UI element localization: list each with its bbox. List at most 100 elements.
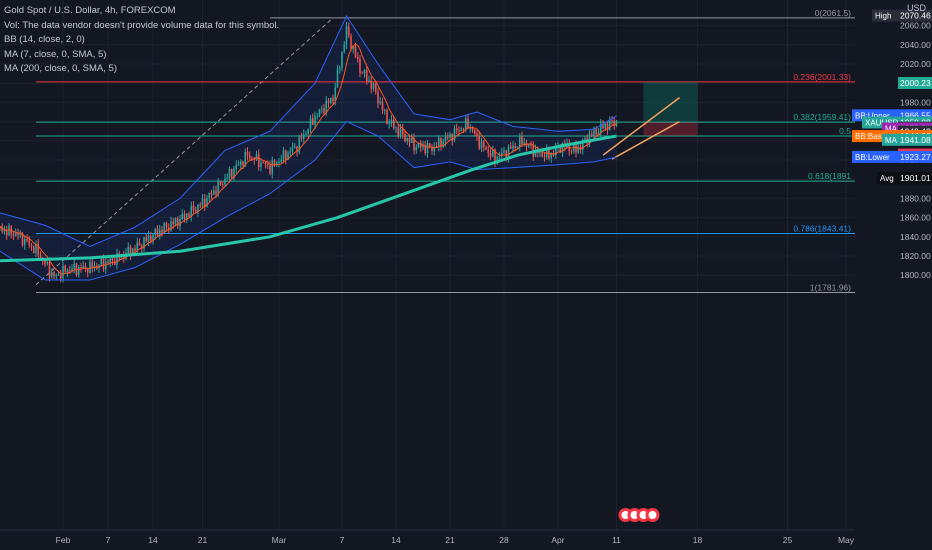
candle-body — [116, 253, 118, 265]
candle-body — [217, 180, 220, 194]
candle-body — [73, 263, 76, 269]
candle-body — [287, 152, 289, 160]
candle-body — [401, 128, 404, 135]
candle-body — [386, 109, 388, 125]
ma200-line — [0, 134, 617, 263]
candle-body — [260, 162, 262, 168]
candle-body — [379, 101, 382, 104]
candle-body — [435, 146, 438, 148]
fib-level-label: 0.236(2001.33) — [793, 72, 851, 82]
candle-body — [541, 150, 544, 157]
candle-body — [455, 128, 458, 131]
candle-body — [514, 145, 517, 148]
candle-body — [107, 261, 109, 264]
time-axis-tick: Apr — [551, 535, 564, 545]
candle-body — [192, 205, 195, 211]
candle-body — [134, 248, 136, 251]
candle-body — [174, 218, 177, 225]
candle-body — [476, 133, 478, 136]
price-axis-tick: 2020.00 — [900, 59, 931, 69]
candle-body — [44, 260, 46, 264]
candle-body — [278, 161, 280, 163]
candle-body — [305, 133, 307, 135]
candle-body — [239, 161, 242, 165]
candle-body — [228, 169, 231, 178]
time-axis-tick: May — [838, 535, 855, 545]
fib-level-label: 0(2061.5) — [815, 8, 852, 18]
price-label-value: 1966.55 — [900, 110, 931, 120]
time-axis-tick: 21 — [198, 535, 208, 545]
economic-event-icon-inner — [639, 511, 648, 519]
price-label-name: MA — [885, 136, 898, 145]
candle-body — [127, 246, 130, 253]
candle-body — [318, 108, 321, 116]
candle-body — [235, 164, 238, 170]
candle-body — [89, 261, 91, 273]
candle-body — [341, 52, 343, 68]
candle-body — [158, 229, 161, 236]
time-axis-tick: 7 — [106, 535, 111, 545]
candle-body — [32, 246, 35, 253]
price-axis-label: High 2070.46 — [872, 9, 932, 22]
candle-body — [345, 26, 348, 45]
candle-body — [264, 162, 267, 165]
candle-body — [334, 87, 337, 102]
candle-body — [224, 178, 226, 185]
candle-body — [595, 127, 598, 135]
candle-body — [82, 265, 85, 269]
candle-body — [219, 180, 222, 185]
price-label-tag — [872, 9, 898, 22]
candle-body — [424, 145, 427, 154]
candle-body — [363, 69, 366, 74]
candle-body — [575, 144, 577, 153]
candle-body — [176, 218, 179, 227]
candle-body — [226, 177, 229, 179]
candle-body — [316, 115, 319, 117]
candle-body — [262, 162, 265, 164]
candle-body — [210, 192, 213, 195]
candle-body — [156, 228, 159, 236]
candle-body — [494, 149, 496, 163]
candle-body — [613, 120, 616, 127]
candle-body — [183, 213, 186, 219]
candle-body — [593, 127, 595, 137]
time-axis-tick: 25 — [783, 535, 793, 545]
candle-body — [129, 246, 132, 256]
candle-body — [271, 160, 274, 174]
candle-body — [521, 135, 523, 145]
candle-body — [3, 230, 6, 232]
candle-body — [458, 130, 460, 132]
candle-body — [113, 261, 116, 265]
candle-body — [381, 101, 384, 111]
candle-body — [383, 109, 386, 111]
candle-body — [26, 238, 28, 241]
price-label-box — [898, 9, 932, 22]
candle-body — [64, 265, 67, 273]
candle-body — [464, 118, 467, 129]
price-label-value: 2070.46 — [900, 11, 931, 21]
candle-body — [417, 142, 420, 148]
candle-body — [512, 145, 514, 149]
candle-body — [62, 265, 64, 279]
candle-body — [550, 152, 553, 159]
candle-body — [199, 204, 202, 206]
price-label-box — [898, 133, 932, 146]
candle-body — [86, 268, 89, 273]
candle-body — [30, 244, 33, 247]
candle-body — [428, 143, 431, 148]
price-label-name: Avg — [880, 174, 894, 183]
candle-body — [50, 272, 53, 277]
candle-body — [487, 149, 490, 154]
price-label-value: 2000.23 — [900, 78, 931, 88]
candle-body — [415, 147, 418, 151]
time-axis-tick: 28 — [499, 535, 509, 545]
price-label-tag — [877, 172, 898, 185]
candle-body — [356, 56, 359, 60]
candle-body — [289, 151, 292, 153]
candle-body — [471, 127, 474, 131]
candle-body — [588, 134, 591, 144]
bb-lower-line — [0, 120, 617, 281]
candle-body — [248, 155, 251, 159]
candle-body — [284, 150, 287, 160]
